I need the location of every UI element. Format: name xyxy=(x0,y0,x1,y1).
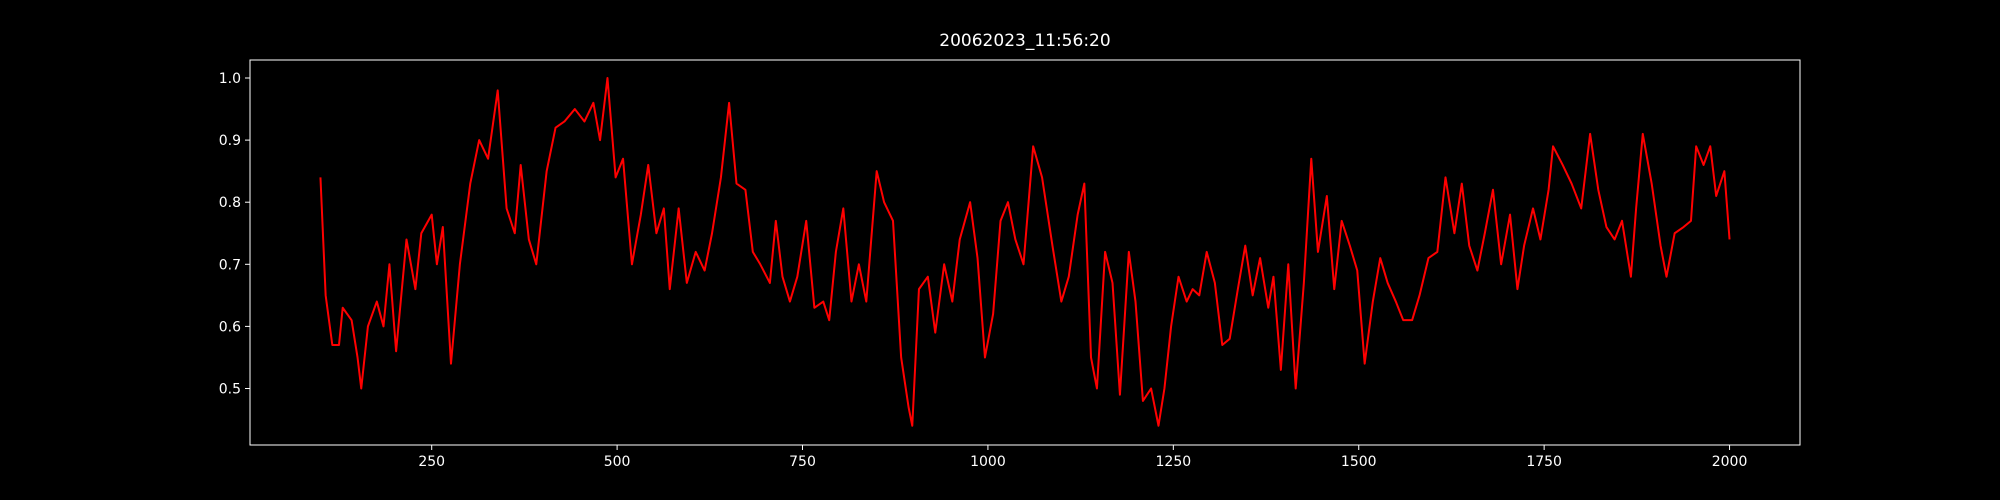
x-tick-label: 1000 xyxy=(970,454,1006,470)
x-tick-label: 1500 xyxy=(1341,454,1377,470)
x-tick-label: 750 xyxy=(789,454,816,470)
x-tick-label: 1750 xyxy=(1526,454,1562,470)
y-tick-label: 1.0 xyxy=(219,71,241,87)
x-tick-label: 500 xyxy=(604,454,631,470)
data-line xyxy=(319,77,1731,427)
x-tick-label: 2000 xyxy=(1712,454,1748,470)
axes-frame xyxy=(249,59,1801,446)
y-tick-label: 0.9 xyxy=(219,133,241,149)
y-tick-label: 0.6 xyxy=(219,319,241,335)
y-tick-label: 0.7 xyxy=(219,257,241,273)
x-tick-label: 1250 xyxy=(1156,454,1192,470)
x-tick-label: 250 xyxy=(418,454,445,470)
y-tick-label: 0.8 xyxy=(219,195,241,211)
y-tick-label: 0.5 xyxy=(219,381,241,397)
chart-title: 20062023_11:56:20 xyxy=(939,31,1110,51)
